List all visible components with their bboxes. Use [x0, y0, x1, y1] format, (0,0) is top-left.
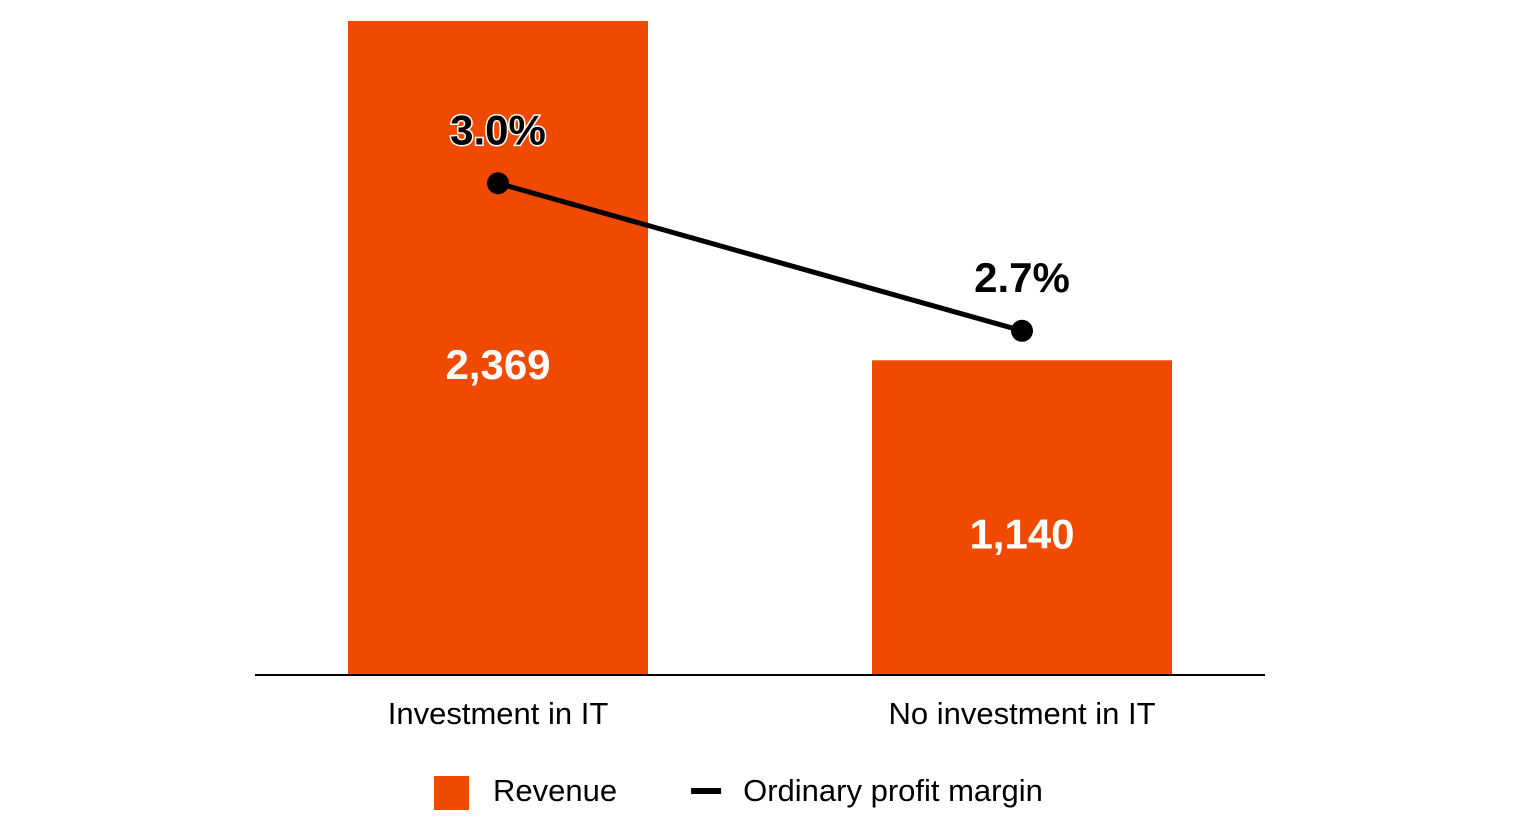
line — [497, 180, 1023, 334]
legend-swatch — [434, 776, 469, 810]
legend-label: Ordinary profit margin — [743, 773, 1043, 808]
line-point — [1011, 319, 1033, 342]
line-point — [487, 172, 509, 195]
bar-value-label: 2,369 — [445, 341, 550, 388]
bar — [348, 21, 648, 675]
bar — [872, 360, 1172, 675]
x-tick-label: Investment in IT — [388, 696, 609, 731]
line-value-label: 3.0% — [450, 106, 546, 153]
legend-label: Revenue — [493, 773, 617, 808]
bar-value-label: 1,140 — [969, 511, 1074, 558]
line-value-label: 2.7% — [974, 254, 1070, 301]
x-tick-label: No investment in IT — [888, 696, 1155, 731]
